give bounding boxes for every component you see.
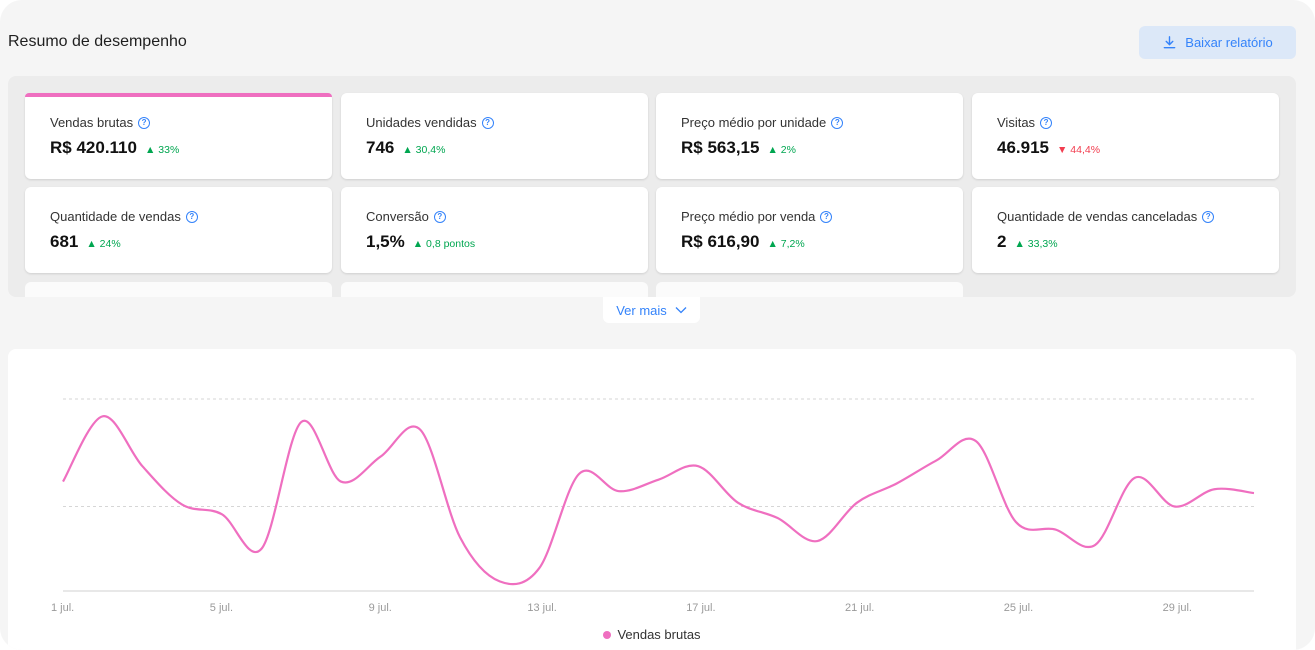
metric-card[interactable]: Preço médio por venda? R$ 616,90 ▲ 7,2% — [656, 187, 963, 273]
see-more-button[interactable]: Ver mais — [603, 297, 700, 323]
metric-label-row: Preço médio por unidade? — [681, 115, 963, 130]
metric-delta: ▲ 7,2% — [767, 238, 805, 250]
x-tick-label: 29 jul. — [1163, 602, 1192, 614]
metric-value-row: 2 ▲ 33,3% — [997, 232, 1279, 252]
metric-label: Quantidade de vendas — [50, 209, 181, 224]
metric-label: Visitas — [997, 115, 1036, 130]
metric-label: Preço médio por venda — [681, 209, 816, 224]
line-chart: 1 jul. 5 jul. 9 jul. 13 jul. 17 jul. 21 jul. 2… — [51, 398, 1255, 614]
help-icon[interactable]: ? — [185, 210, 198, 223]
x-tick-label: 5 jul. — [210, 602, 233, 614]
help-icon[interactable]: ? — [820, 210, 833, 223]
x-tick-label: 13 jul. — [527, 602, 556, 614]
metric-delta: ▲ 0,8 pontos — [412, 238, 476, 250]
metric-label: Conversão — [366, 209, 429, 224]
metric-card-hidden — [656, 282, 963, 297]
metric-card-hidden — [341, 282, 648, 297]
metric-value: R$ 616,90 — [681, 232, 760, 251]
metric-card[interactable]: Preço médio por unidade? R$ 563,15 ▲ 2% — [656, 93, 963, 179]
metric-card[interactable]: Quantidade de vendas canceladas? 2 ▲ 33,3% — [972, 187, 1279, 273]
metric-label: Preço médio por unidade — [681, 115, 827, 130]
metric-label-row: Vendas brutas? — [50, 115, 332, 130]
metric-delta: ▲ 2% — [767, 144, 796, 156]
metric-delta: ▲ 33,3% — [1014, 238, 1058, 250]
legend-marker — [603, 630, 612, 639]
help-icon[interactable]: ? — [831, 116, 844, 129]
chart-legend: Vendas brutas — [8, 627, 1296, 642]
metric-card[interactable]: Quantidade de vendas? 681 ▲ 24% — [25, 187, 332, 273]
metric-delta: ▲ 24% — [86, 238, 121, 250]
help-icon[interactable]: ? — [481, 116, 494, 129]
x-tick-label: 17 jul. — [686, 602, 715, 614]
help-icon[interactable]: ? — [138, 116, 151, 129]
metric-value-row: 746 ▲ 30,4% — [366, 138, 648, 158]
metric-delta: ▲ 33% — [144, 144, 180, 156]
metric-value-row: R$ 420.110 ▲ 33% — [50, 138, 332, 158]
metric-label-row: Unidades vendidas? — [366, 115, 648, 130]
metric-value: R$ 420.110 — [50, 138, 137, 157]
series-line-vendas-brutas — [62, 415, 1255, 586]
help-icon[interactable]: ? — [433, 210, 446, 223]
help-icon[interactable]: ? — [1040, 116, 1053, 129]
x-tick-label: 1 jul. — [51, 602, 74, 614]
metric-label-row: Conversão? — [366, 209, 648, 224]
x-tick-label: 21 jul. — [845, 602, 874, 614]
download-report-button[interactable]: Baixar relatório — [1139, 26, 1296, 59]
metric-card[interactable]: Visitas? 46.915 ▼ 44,4% — [972, 93, 1279, 179]
metric-value: 746 — [366, 138, 395, 157]
metric-value: 681 — [50, 232, 79, 251]
metric-card[interactable]: Vendas brutas? R$ 420.110 ▲ 33% — [25, 93, 332, 179]
see-more-label: Ver mais — [616, 302, 667, 318]
legend-label: Vendas brutas — [617, 627, 701, 642]
download-icon — [1163, 36, 1176, 49]
metric-value: 46.915 — [997, 138, 1049, 157]
help-icon[interactable]: ? — [1202, 210, 1215, 223]
metric-label: Unidades vendidas — [366, 115, 477, 130]
metric-value-row: 46.915 ▼ 44,4% — [997, 138, 1279, 158]
metric-label-row: Preço médio por venda? — [681, 209, 963, 224]
metric-value: 2 — [997, 232, 1007, 251]
metric-delta: ▲ 30,4% — [402, 144, 446, 156]
metric-label-row: Quantidade de vendas canceladas? — [997, 209, 1279, 224]
metric-value-row: 1,5% ▲ 0,8 pontos — [366, 232, 648, 252]
metric-card-hidden — [25, 282, 332, 297]
metric-label: Quantidade de vendas canceladas — [997, 209, 1198, 224]
x-tick-label: 9 jul. — [369, 602, 392, 614]
metric-card[interactable]: Unidades vendidas? 746 ▲ 30,4% — [341, 93, 648, 179]
chevron-down-icon — [675, 307, 687, 314]
metrics-grid: Vendas brutas? R$ 420.110 ▲ 33% Unidades ve… — [8, 76, 1296, 297]
metric-value: 1,5% — [366, 232, 405, 251]
metric-label-row: Quantidade de vendas? — [50, 209, 332, 224]
metric-label-row: Visitas? — [997, 115, 1279, 130]
metric-value-row: R$ 563,15 ▲ 2% — [681, 138, 963, 158]
metric-value-row: 681 ▲ 24% — [50, 232, 332, 252]
x-tick-label: 25 jul. — [1004, 602, 1033, 614]
metric-value: R$ 563,15 — [681, 138, 760, 157]
page-title: Resumo de desempenho — [8, 33, 187, 50]
metric-delta: ▼ 44,4% — [1057, 144, 1101, 156]
sales-chart: 1 jul. 5 jul. 9 jul. 13 jul. 17 jul. 21 jul. 2… — [8, 349, 1296, 650]
metric-card[interactable]: Conversão? 1,5% ▲ 0,8 pontos — [341, 187, 648, 273]
metric-label: Vendas brutas — [50, 115, 134, 130]
metric-value-row: R$ 616,90 ▲ 7,2% — [681, 232, 963, 252]
download-report-label: Baixar relatório — [1185, 35, 1273, 50]
